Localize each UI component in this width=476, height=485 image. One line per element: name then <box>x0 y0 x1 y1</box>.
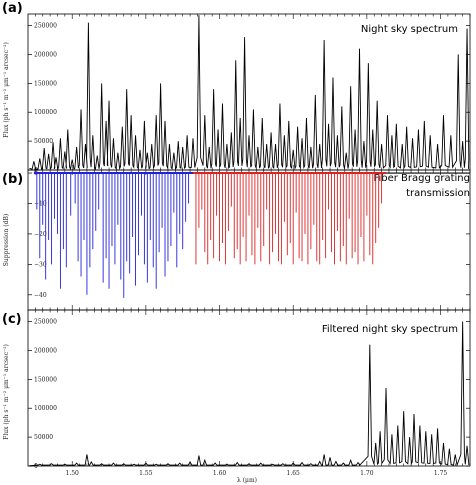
panel-c-ytick-label: 250000 <box>34 319 57 326</box>
panel-a-title: Night sky spectrum <box>361 24 458 35</box>
panel-a-label: (a) <box>2 1 23 16</box>
panel-c-spectrum-line <box>29 321 470 467</box>
panel-a-ytick-label: 200000 <box>34 51 57 58</box>
panel-c-xtick-label: 1.70 <box>360 470 374 477</box>
panel-c-ytick-label: 200000 <box>34 347 57 354</box>
panel-c-xtick-label: 1.60 <box>213 470 227 477</box>
panel-c-xtick-label: 1.50 <box>66 470 80 477</box>
panel-a-ytick-label: 50000 <box>34 138 53 145</box>
panel-c-label: (c) <box>2 312 22 327</box>
panel-b-ytick-label: −10 <box>34 200 47 207</box>
panel-c-ytick-label: 0 <box>34 463 38 470</box>
panel-b-ylabel: Suppression (dB) <box>3 214 10 266</box>
panel-c-ytick-label: 50000 <box>34 434 53 441</box>
panel-c-xtick-label: 1.75 <box>434 470 448 477</box>
panel-b-ytick-label: −40 <box>34 292 47 299</box>
panel-a-spectrum-line <box>29 15 470 171</box>
panel-a: (a) Night sky spectrum Flux (ph s⁻¹ m⁻² … <box>2 1 471 174</box>
panel-c-xlabel: λ (μm) <box>237 477 257 484</box>
panel-a-ytick-label: 250000 <box>34 23 57 30</box>
panel-a-ytick-label: 0 <box>34 167 38 174</box>
panel-a-frame <box>27 13 471 171</box>
panel-b-ytick-label: −30 <box>34 261 47 268</box>
panel-c-xtick-label: 1.55 <box>139 470 153 477</box>
panel-b-ytick-label: −20 <box>34 231 47 238</box>
panel-c: (c) Filtered night sky spectrum Flux (ph… <box>2 309 471 484</box>
panel-b-label: (b) <box>2 172 23 187</box>
panel-b-title-line1: Fiber Bragg grating <box>373 173 470 184</box>
panel-b: (b) Fiber Bragg grating transmission Sup… <box>2 169 471 311</box>
panel-c-ylabel: Flux (ph s⁻¹ m⁻² μm⁻¹ arcsec⁻²) <box>3 344 10 440</box>
panel-a-ylabel: Flux (ph s⁻¹ m⁻² μm⁻¹ arcsec⁻²) <box>3 42 10 138</box>
panel-a-ytick-label: 150000 <box>34 80 57 87</box>
panel-a-ytick-label: 100000 <box>34 109 57 116</box>
panel-c-ytick-label: 150000 <box>34 376 57 383</box>
panel-b-title-line2: transmission <box>406 188 470 199</box>
panel-c-title: Filtered night sky spectrum <box>322 324 458 335</box>
panel-c-xtick-label: 1.65 <box>287 470 301 477</box>
panel-c-ytick-label: 100000 <box>34 405 57 412</box>
